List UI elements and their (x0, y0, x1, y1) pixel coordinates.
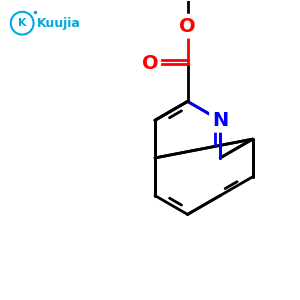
Text: O: O (142, 54, 158, 73)
Text: Kuujia: Kuujia (37, 17, 81, 30)
Text: K: K (18, 18, 26, 28)
Text: N: N (212, 111, 228, 130)
Text: O: O (179, 17, 196, 36)
